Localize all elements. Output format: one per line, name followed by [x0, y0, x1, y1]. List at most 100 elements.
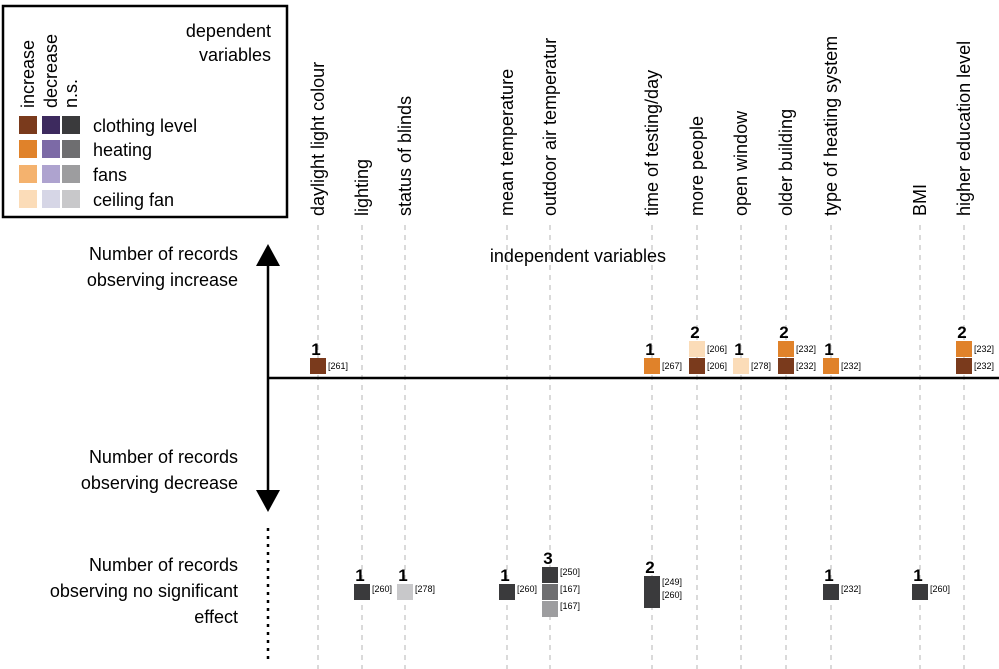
ns-ref-3-2: [167]	[560, 601, 580, 611]
increase-count-6: 2	[957, 323, 966, 342]
ns-mark-2: [260] 1	[499, 566, 537, 600]
legend-swatch-1-1	[42, 140, 60, 158]
legend-swatch-3-0	[19, 190, 37, 208]
ns-ref-1-0: [278]	[415, 584, 435, 594]
ns-ref-6-0: [260]	[930, 584, 950, 594]
ns-count-3: 3	[543, 549, 552, 568]
category-label-8: older building	[776, 109, 796, 216]
category-guides	[317, 225, 965, 669]
ns-cell-4-0	[644, 576, 660, 608]
ns-count-6: 1	[913, 566, 922, 585]
increase-ref-6-0: [232]	[974, 361, 994, 371]
increase-cell-6-1	[956, 341, 972, 357]
legend-swatch-1-0	[19, 140, 37, 158]
legend-swatch-2-0	[19, 165, 37, 183]
category-label-11: higher education level	[954, 41, 974, 216]
increase-count-3: 1	[734, 340, 743, 359]
increase-mark-1: [267] 1	[644, 340, 682, 374]
ns-count-1: 1	[398, 566, 407, 585]
legend-swatch-2-1	[42, 165, 60, 183]
ns-cell-2-0	[499, 584, 515, 600]
increase-count-4: 2	[779, 323, 788, 342]
increase-ref-0-0: [261]	[328, 361, 348, 371]
increase-cell-2-1	[689, 341, 705, 357]
increase-count-1: 1	[645, 340, 654, 359]
category-label-1: lighting	[352, 159, 372, 216]
ns-count-2: 1	[500, 566, 509, 585]
increase-cell-2-0	[689, 358, 705, 374]
legend-swatch-0-1	[42, 116, 60, 134]
increase-mark-4: [232] [232] 2	[778, 323, 816, 374]
legend-swatch-3-1	[42, 190, 60, 208]
increase-ref-6-1: [232]	[974, 344, 994, 354]
ns-cell-3-0	[542, 567, 558, 583]
increase-mark-6: [232] [232] 2	[956, 323, 994, 374]
increase-cell-1-0	[644, 358, 660, 374]
up-arrow-icon	[256, 244, 280, 266]
ns-cell-1-0	[397, 584, 413, 600]
ns-ref-0-0: [260]	[372, 584, 392, 594]
increase-cell-6-0	[956, 358, 972, 374]
ns-count-5: 1	[824, 566, 833, 585]
ns-count-0: 1	[355, 566, 364, 585]
ns-cell-3-1	[542, 584, 558, 600]
increase-mark-0: [261] 1	[310, 340, 348, 374]
category-label-5: time of testing/day	[642, 70, 662, 216]
category-label-0: daylight light colour	[308, 62, 328, 216]
increase-ref-2-0: [206]	[707, 361, 727, 371]
increase-mark-3: [278] 1	[733, 340, 771, 374]
increase-ref-5-0: [232]	[841, 361, 861, 371]
ns-mark-1: [278] 1	[397, 566, 435, 600]
ns-mark-3: [250] [167] [167] 3	[542, 549, 580, 617]
category-label-2: status of blinds	[395, 96, 415, 216]
category-label-9: type of heating system	[821, 36, 841, 216]
increase-mark-2: [206] [206] 2	[689, 323, 727, 374]
legend-header-0: increase	[18, 40, 38, 108]
increase-cell-0-0	[310, 358, 326, 374]
ns-mark-5: [232] 1	[823, 566, 861, 600]
legend-title: dependent variables	[186, 21, 271, 65]
legend-direction-headers: increase decrease n.s.	[18, 34, 81, 108]
legend-label-3: ceiling fan	[93, 190, 174, 210]
x-axis-title: independent variables	[490, 246, 666, 266]
increase-cell-4-0	[778, 358, 794, 374]
legend-header-1: decrease	[41, 34, 61, 108]
ns-ref-4-1: [260]	[662, 590, 682, 600]
down-arrow-icon	[256, 490, 280, 512]
legend-label-2: fans	[93, 165, 127, 185]
row-labels: Number of records observing increase Numbe…	[50, 244, 238, 627]
legend-swatch-1-2	[62, 140, 80, 158]
ns-mark-6: [260] 1	[912, 566, 950, 600]
ns-ref-3-0: [250]	[560, 567, 580, 577]
increase-ref-2-1: [206]	[707, 344, 727, 354]
legend-label-1: heating	[93, 140, 152, 160]
ns-mark-0: [260] 1	[354, 566, 392, 600]
legend-swatch-2-2	[62, 165, 80, 183]
ns-mark-4: [249] [260] 2	[644, 558, 682, 608]
increase-cell-3-0	[733, 358, 749, 374]
legend-swatch-0-2	[62, 116, 80, 134]
ns-count-4: 2	[645, 558, 654, 577]
legend-swatch-0-0	[19, 116, 37, 134]
increase-count-0: 1	[311, 340, 320, 359]
category-label-4: outdoor air temperatur	[540, 38, 560, 216]
legend-label-0: clothing level	[93, 116, 197, 136]
increase-ref-4-1: [232]	[796, 344, 816, 354]
ns-ref-5-0: [232]	[841, 584, 861, 594]
axes	[256, 244, 999, 662]
row-label-decrease: Number of records observing decrease	[81, 447, 238, 493]
ns-cell-6-0	[912, 584, 928, 600]
ns-ref-2-0: [260]	[517, 584, 537, 594]
increase-count-2: 2	[690, 323, 699, 342]
legend-swatch-3-2	[62, 190, 80, 208]
data-marks: [261] 1 [267] 1 [206] [206] 2 [278] 1 [232] [232] 2…	[310, 323, 994, 617]
increase-mark-5: [232] 1	[823, 340, 861, 374]
legend-header-2: n.s.	[61, 79, 81, 108]
ns-ref-3-1: [167]	[560, 584, 580, 594]
category-label-6: more people	[687, 116, 707, 216]
ns-ref-4-0: [249]	[662, 577, 682, 587]
category-label-10: BMI	[910, 184, 930, 216]
ns-cell-0-0	[354, 584, 370, 600]
row-label-ns: Number of records observing no significan…	[50, 555, 238, 627]
